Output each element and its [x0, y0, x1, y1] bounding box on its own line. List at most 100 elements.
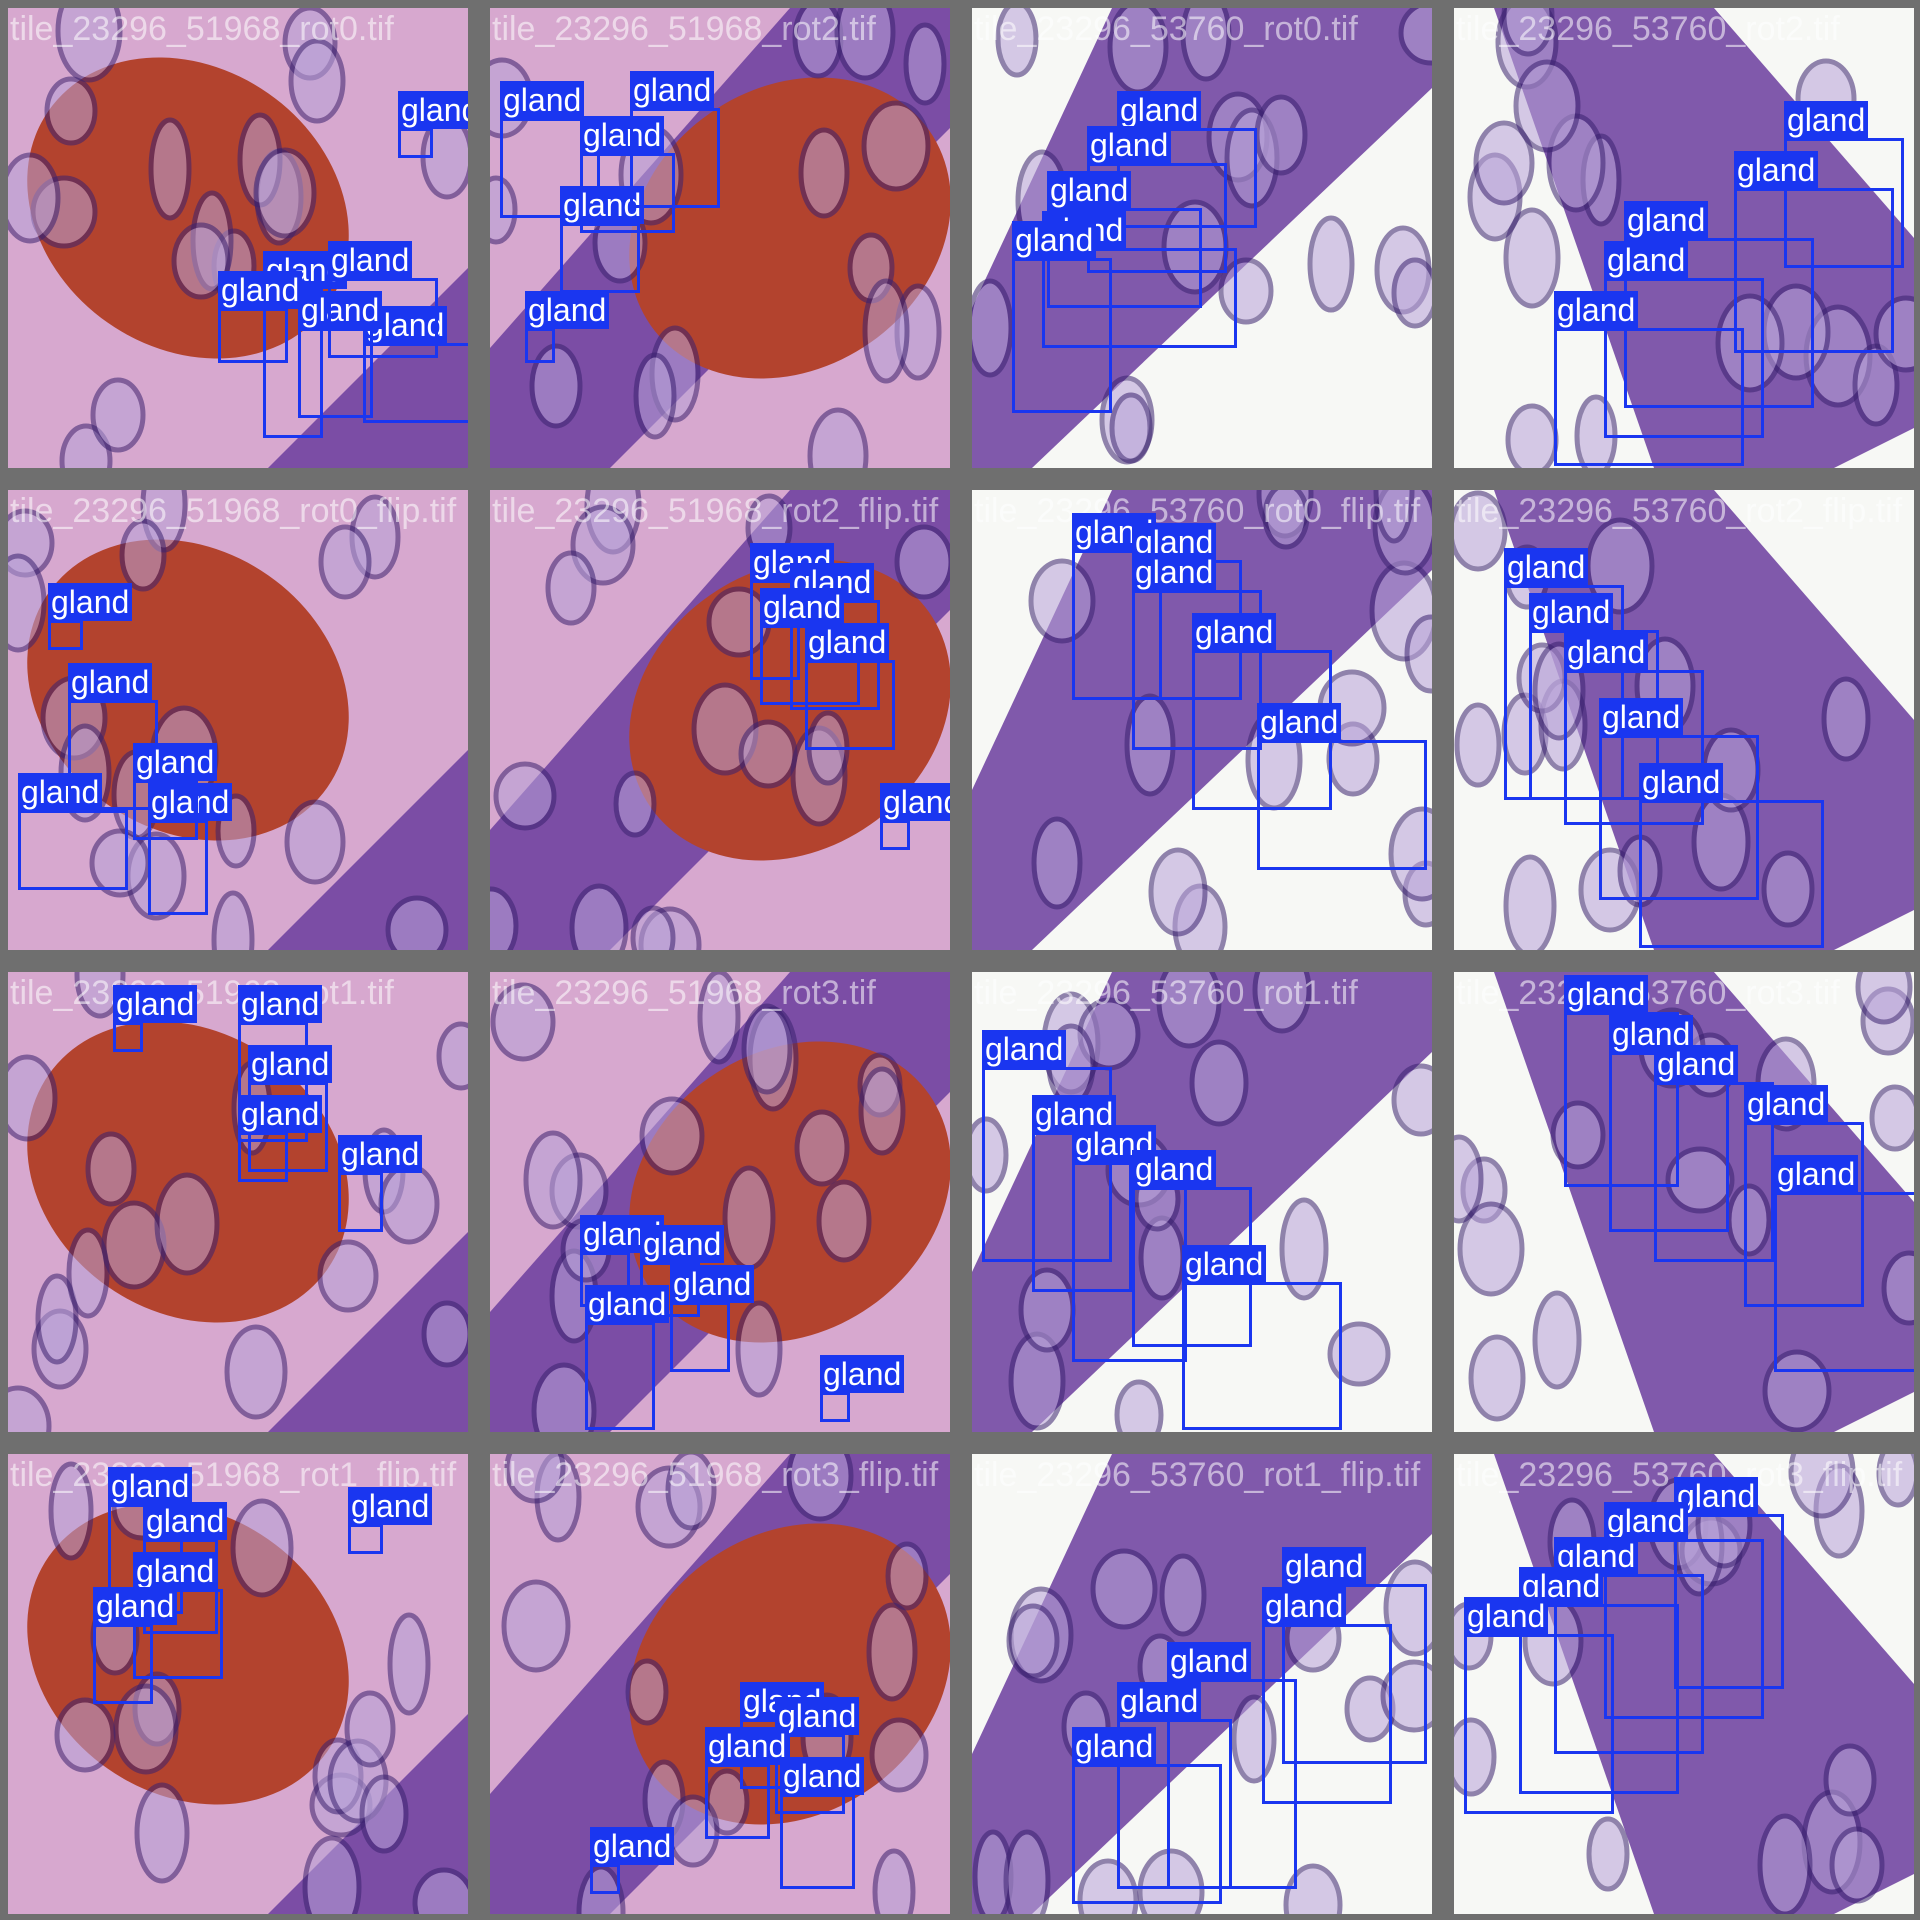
crypt [1254, 94, 1308, 176]
image-tile: tile_23296_51968_rot0.tifglandglandgland… [8, 8, 468, 468]
gland-label: gland [1784, 101, 1869, 139]
crypt [1829, 1826, 1885, 1904]
crypt [1006, 1603, 1060, 1679]
crypt [1156, 972, 1222, 1049]
gland-bounding-box: gland [1639, 763, 1824, 948]
crypt [359, 1774, 409, 1854]
gland-bounding-box: gland [1784, 101, 1904, 268]
crypt [318, 524, 372, 600]
gland-bounding-box: gland [780, 1757, 865, 1889]
gland-bounding-box: gland [113, 985, 198, 1052]
crypt [741, 1003, 793, 1095]
gland-label: gland [1529, 593, 1614, 631]
gland-label: gland [328, 241, 413, 279]
crypt [493, 761, 557, 831]
gland-bounding-box: gland [1604, 241, 1764, 438]
crypt [1090, 1548, 1158, 1630]
gland-bounding-box: gland [590, 1827, 675, 1894]
gland-bounding-box: gland [248, 1045, 333, 1172]
gland-bounding-box: gland [1257, 703, 1427, 870]
gland-label: gland [630, 71, 715, 109]
gland-label: gland [525, 291, 610, 329]
gland-label: gland [1504, 548, 1589, 586]
gland-label: gland [1132, 1150, 1217, 1188]
gland-bounding-box: gland [1262, 1587, 1392, 1804]
crypt [302, 1835, 362, 1914]
crypt [211, 890, 255, 950]
histology-image [490, 972, 950, 1432]
image-tile: tile_23296_51968_rot2_flip.tif gland gland… [490, 490, 950, 950]
crypt [1279, 1197, 1329, 1301]
crypt [1114, 1379, 1164, 1432]
gland-label: gland [1072, 1727, 1157, 1765]
gland-label: gland [805, 623, 890, 661]
crypt [490, 886, 519, 950]
crypt [8, 152, 61, 244]
image-tile: tile_23296_53760_rot1.tif gland gland gland… [972, 972, 1432, 1432]
gland-bounding-box: gland [328, 241, 438, 358]
crypt [54, 1697, 116, 1773]
gland-label: gland [1167, 1642, 1252, 1680]
image-tile: tile_23296_53760_rot2_flip.tif gland gland… [1454, 490, 1914, 950]
gland-bounding-box: gland [218, 271, 303, 363]
crypt [1180, 8, 1232, 82]
crypt [1189, 1039, 1249, 1127]
crypt [1726, 1183, 1772, 1257]
gland-bounding-box: gland [1519, 1567, 1679, 1794]
gland-label: gland [1554, 291, 1639, 329]
mucosa-band [268, 1232, 468, 1432]
crypt [1109, 392, 1153, 464]
crypt [903, 22, 947, 106]
crypt [866, 1602, 918, 1702]
gland-label: gland [1262, 1587, 1347, 1625]
crypt [1031, 816, 1083, 910]
gland-label: gland [18, 773, 103, 811]
gland-label: gland [1117, 91, 1202, 129]
crypt [1823, 1743, 1877, 1817]
crypt [1327, 1321, 1391, 1387]
gland-bounding-box: gland [338, 1135, 423, 1232]
gland-bounding-box: gland [1744, 1085, 1864, 1307]
gland-bounding-box: gland [1087, 126, 1227, 273]
gland-bounding-box: gland [670, 1265, 755, 1372]
gland-label: gland [640, 1225, 725, 1263]
gland-label: gland [1774, 1155, 1859, 1193]
gland-label: gland [982, 1030, 1067, 1068]
crypt [798, 127, 850, 219]
crypt [1404, 614, 1432, 694]
histology-image [8, 490, 468, 950]
crypt [1855, 972, 1913, 1025]
gland-bounding-box: gland [238, 1095, 323, 1182]
crypt [119, 518, 167, 592]
crypt [1262, 490, 1310, 550]
gland-bounding-box: gland [93, 1587, 178, 1704]
crypt [1876, 1454, 1914, 1508]
crypt [284, 799, 346, 885]
crypt [1665, 1146, 1735, 1214]
crypt [90, 377, 146, 453]
crypt [230, 1498, 294, 1598]
gland-label: gland [1117, 1682, 1202, 1720]
crypt [1218, 257, 1274, 325]
gland-label: gland [590, 1827, 675, 1865]
gland-bounding-box: gland [148, 783, 233, 915]
gland-label: gland [68, 663, 153, 701]
gland-label: gland [1744, 1085, 1829, 1123]
crypt [816, 1179, 872, 1263]
gland-bounding-box: gland [630, 71, 720, 208]
gland-bounding-box: gland [880, 783, 950, 850]
crypt [74, 972, 126, 1019]
crypt [253, 147, 317, 239]
gland-bounding-box: gland [1564, 633, 1704, 825]
gland-label: gland [880, 783, 950, 821]
image-tile: tile_23296_53760_rot1_flip.tif gland gland… [972, 1454, 1432, 1914]
gland-bounding-box: gland [1554, 291, 1744, 466]
gland-bounding-box: gland [1132, 553, 1262, 750]
histology-image [490, 8, 950, 468]
crypt [972, 1116, 1009, 1194]
gland-bounding-box: gland [1604, 1502, 1764, 1719]
crypt [786, 1454, 854, 1522]
image-tile: tile_23296_53760_rot3.tifglandglandgland… [1454, 972, 1914, 1432]
gland-bounding-box: gland [1564, 975, 1679, 1187]
crypt [1501, 8, 1555, 57]
